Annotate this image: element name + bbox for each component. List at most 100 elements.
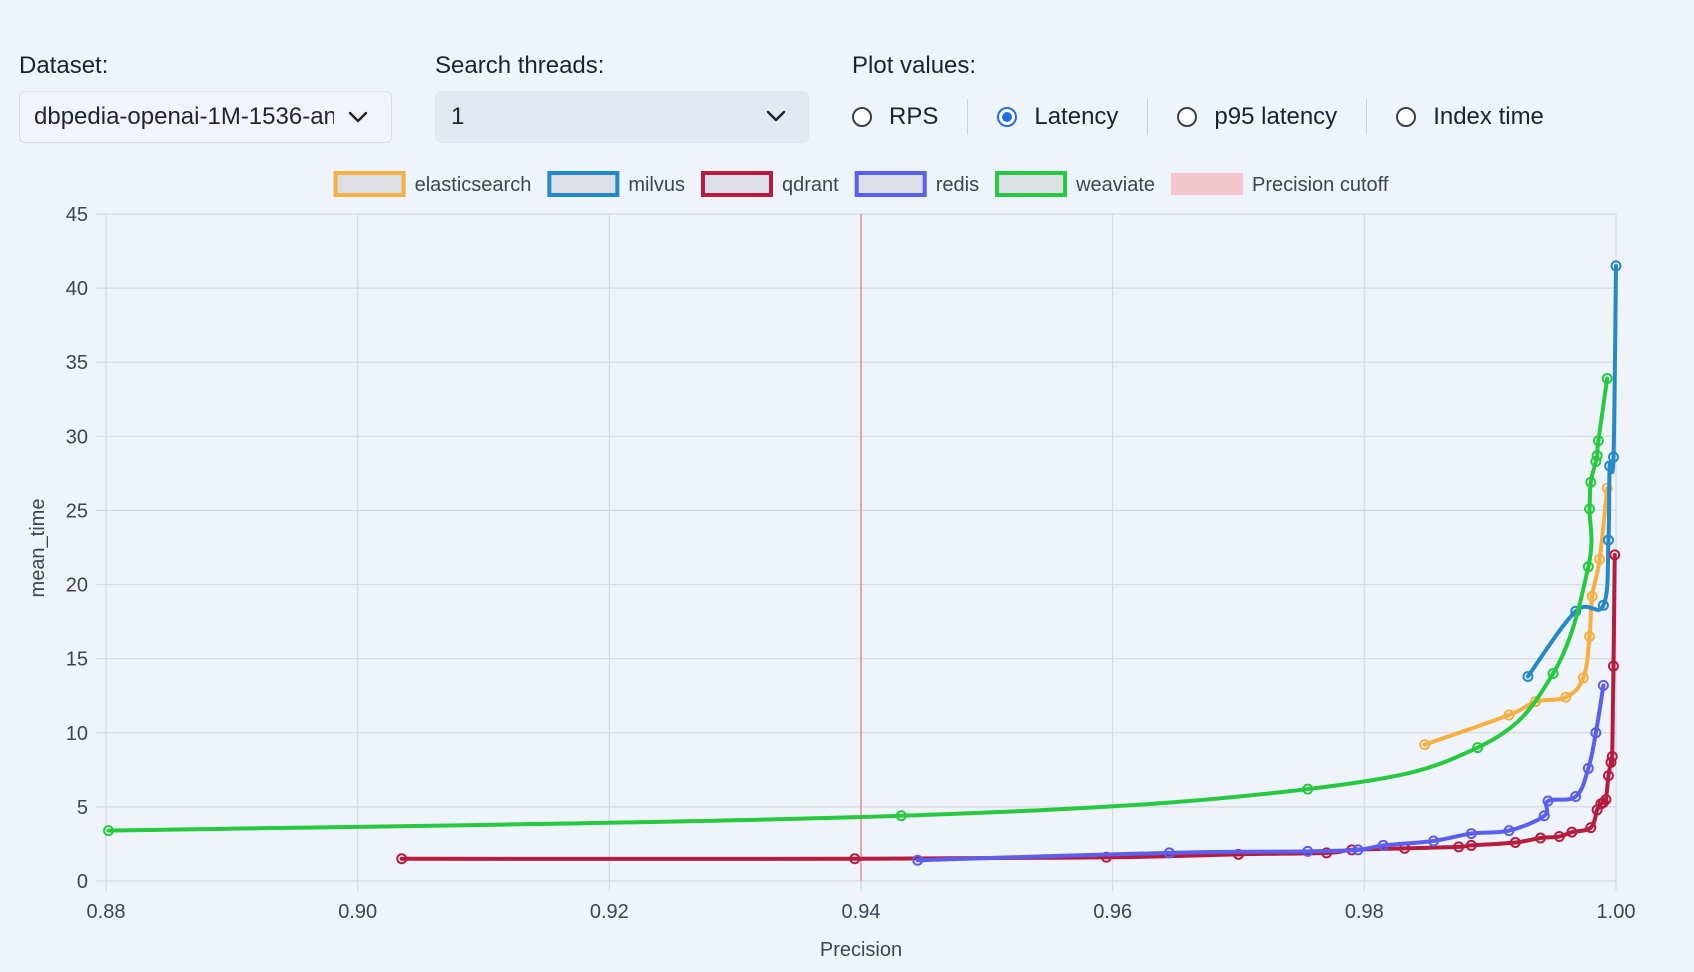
legend-label: milvus: [628, 174, 685, 196]
series-line-redis: [915, 683, 1606, 863]
data-point-milvus: [1604, 460, 1616, 472]
y-tick-label: 35: [66, 352, 88, 374]
dataset-select[interactable]: dbpedia-openai-1M-1536-angular: [19, 91, 392, 143]
radio-circle-icon: [1396, 107, 1417, 127]
x-tick-label: 0.90: [338, 901, 377, 923]
legend-swatch-elasticsearch: [333, 171, 406, 197]
data-point-milvus: [1522, 670, 1534, 682]
data-point-redis: [1465, 828, 1477, 840]
dataset-label: Dataset:: [19, 52, 109, 79]
data-point-weaviate: [1601, 373, 1613, 385]
data-point-elasticsearch: [1584, 630, 1596, 642]
data-point-weaviate: [1472, 742, 1484, 754]
y-tick-label: 5: [77, 797, 88, 819]
legend-swatch-redis: [854, 171, 927, 197]
x-tick-label: 0.92: [590, 901, 629, 923]
threads-select[interactable]: 1: [435, 91, 809, 143]
radio-latency[interactable]: Latency: [997, 103, 1118, 131]
data-point-qdrant: [1597, 796, 1609, 808]
data-point-redis: [1542, 795, 1554, 807]
threads-label: Search threads:: [435, 52, 605, 79]
data-point-redis: [1538, 810, 1550, 822]
data-point-elasticsearch: [1586, 590, 1598, 602]
radio-rps[interactable]: RPS: [852, 103, 938, 131]
y-tick-label: 40: [66, 278, 88, 300]
data-point-redis: [1590, 727, 1602, 739]
data-point-milvus: [1610, 260, 1622, 272]
data-point-qdrant: [1553, 831, 1565, 843]
latency-chart: 0 5 10 15 20 25 30 35 40 45 0.88 0.90 0.92 0.94 0.96 0.…: [27, 171, 1636, 961]
y-tick-label: 20: [66, 575, 88, 597]
y-axis-title: mean_time: [27, 499, 49, 598]
legend-swatch-precision-cutoff: [1171, 173, 1244, 195]
radio-circle-icon: [997, 107, 1018, 127]
data-point-qdrant: [1509, 836, 1521, 848]
data-point-elasticsearch: [1419, 739, 1431, 751]
data-point-redis: [1163, 847, 1175, 859]
data-point-elasticsearch: [1503, 709, 1515, 721]
y-tick-label: 25: [66, 500, 88, 522]
data-point-qdrant: [1607, 660, 1619, 672]
y-tick-label: 0: [77, 871, 88, 893]
data-point-qdrant: [849, 853, 861, 865]
data-point-qdrant: [396, 853, 408, 865]
radio-index-time[interactable]: Index time: [1396, 103, 1544, 131]
data-point-elasticsearch: [1577, 672, 1589, 684]
x-tick-label: 1.00: [1597, 901, 1636, 923]
divider: [967, 99, 969, 135]
data-point-redis: [1570, 791, 1582, 803]
x-tick-label: 0.98: [1345, 901, 1384, 923]
legend-label: redis: [936, 174, 979, 196]
data-point-redis: [1377, 839, 1389, 851]
radio-p95-latency-label: p95 latency: [1214, 103, 1338, 130]
legend-label: qdrant: [782, 174, 839, 196]
data-point-redis: [1582, 762, 1594, 774]
series-line-weaviate: [106, 376, 1610, 833]
legend-swatch-qdrant: [701, 171, 773, 197]
plot-values-label: Plot values:: [852, 52, 977, 79]
data-point-qdrant: [1585, 822, 1597, 834]
data-point-weaviate: [1547, 667, 1559, 679]
data-point-qdrant: [1602, 770, 1614, 782]
data-point-weaviate: [1582, 561, 1594, 573]
x-tick-label: 0.94: [842, 901, 881, 923]
dataset-value: dbpedia-openai-1M-1536-angular: [34, 103, 334, 130]
divider: [1147, 99, 1149, 135]
series-line-milvus: [1525, 263, 1618, 679]
data-point-elasticsearch: [1560, 691, 1572, 703]
data-point-qdrant: [1465, 839, 1477, 851]
data-point-qdrant: [1566, 826, 1578, 838]
data-point-qdrant: [1606, 750, 1618, 762]
radio-p95-latency[interactable]: p95 latency: [1177, 103, 1337, 131]
data-point-milvus: [1607, 451, 1619, 463]
radio-circle-icon: [1177, 107, 1198, 127]
data-point-milvus: [1597, 599, 1609, 611]
data-point-elasticsearch: [1601, 482, 1613, 494]
legend-label: weaviate: [1075, 174, 1155, 196]
data-point-redis: [1503, 825, 1515, 837]
data-point-weaviate: [895, 810, 907, 822]
radio-latency-label: Latency: [1034, 103, 1119, 130]
data-point-weaviate: [1302, 783, 1314, 795]
data-point-weaviate: [1592, 435, 1604, 447]
chevron-down-icon: [766, 110, 786, 122]
data-point-weaviate: [1584, 503, 1596, 515]
data-point-milvus: [1602, 534, 1614, 546]
legend-label: Precision cutoff: [1252, 174, 1389, 196]
y-tick-label: 10: [66, 723, 88, 745]
data-point-elasticsearch: [1529, 696, 1541, 708]
legend-swatch-milvus: [547, 171, 620, 197]
x-axis-title: Precision: [820, 939, 902, 961]
data-point-weaviate: [1590, 456, 1602, 468]
data-point-redis: [1597, 679, 1609, 691]
threads-value: 1: [451, 103, 465, 130]
legend-label: elasticsearch: [415, 174, 532, 196]
x-tick-label: 0.96: [1093, 901, 1132, 923]
legend-swatch-weaviate: [995, 171, 1068, 197]
divider: [1366, 99, 1368, 135]
y-tick-label: 45: [66, 204, 88, 226]
y-tick-label: 30: [66, 426, 88, 448]
data-point-weaviate: [1591, 450, 1603, 462]
data-point-redis: [912, 854, 924, 866]
radio-rps-label: RPS: [889, 103, 939, 130]
